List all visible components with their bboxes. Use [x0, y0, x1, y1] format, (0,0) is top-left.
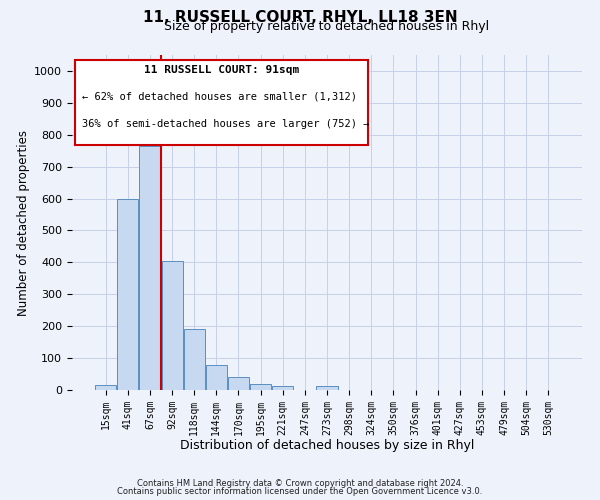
Bar	[184, 330, 205, 390]
Bar	[161, 261, 182, 390]
FancyBboxPatch shape	[74, 60, 368, 146]
Text: 11, RUSSELL COURT, RHYL, LL18 3EN: 11, RUSSELL COURT, RHYL, LL18 3EN	[143, 10, 457, 25]
Bar	[206, 365, 227, 390]
Bar	[250, 384, 271, 390]
Bar	[272, 386, 293, 390]
Text: 36% of semi-detached houses are larger (752) →: 36% of semi-detached houses are larger (…	[82, 118, 370, 128]
Bar	[139, 146, 160, 390]
Title: Size of property relative to detached houses in Rhyl: Size of property relative to detached ho…	[164, 20, 490, 33]
Text: Contains public sector information licensed under the Open Government Licence v3: Contains public sector information licen…	[118, 487, 482, 496]
Text: 11 RUSSELL COURT: 91sqm: 11 RUSSELL COURT: 91sqm	[143, 65, 299, 75]
X-axis label: Distribution of detached houses by size in Rhyl: Distribution of detached houses by size …	[180, 439, 474, 452]
Text: Contains HM Land Registry data © Crown copyright and database right 2024.: Contains HM Land Registry data © Crown c…	[137, 478, 463, 488]
Bar	[316, 386, 338, 390]
Text: ← 62% of detached houses are smaller (1,312): ← 62% of detached houses are smaller (1,…	[82, 92, 357, 102]
Bar	[118, 198, 139, 390]
Bar	[228, 377, 249, 390]
Y-axis label: Number of detached properties: Number of detached properties	[17, 130, 30, 316]
Bar	[95, 385, 116, 390]
